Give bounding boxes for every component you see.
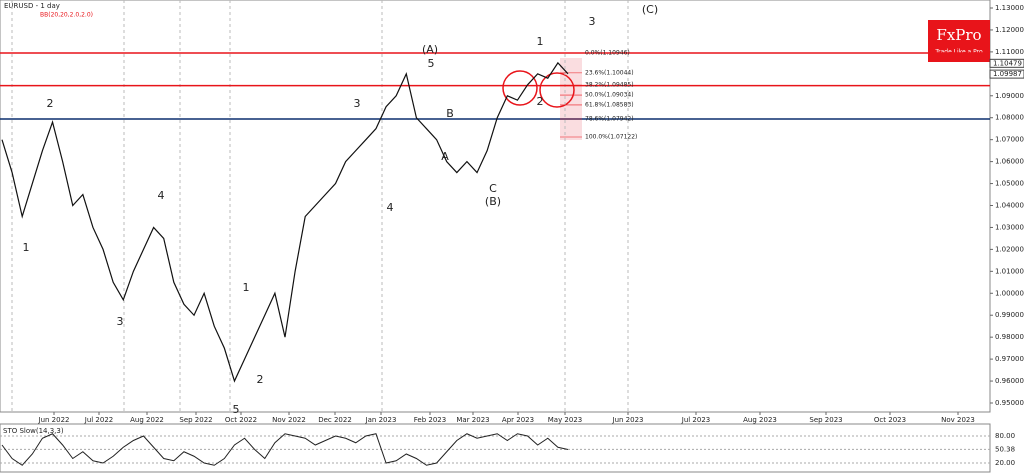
wave-label: B [446, 107, 454, 120]
stochastic-frame [0, 423, 991, 473]
logo-box [928, 20, 990, 62]
x-tick-label: Aug 2022 [130, 416, 164, 424]
chart-title: EURUSD - 1 day [4, 2, 60, 10]
x-tick-label: Jun 2022 [38, 416, 70, 424]
y-tick-label: 0.98000 [995, 333, 1024, 341]
x-tick-label: Jul 2023 [681, 416, 711, 424]
wave-label: 2 [257, 373, 264, 386]
wave-label: 2 [47, 97, 54, 110]
x-tick-label: Jan 2023 [365, 416, 397, 424]
y-tick-label: 1.07000 [995, 136, 1024, 144]
y-tick-label: 0.99000 [995, 311, 1024, 319]
x-tick-label: Oct 2023 [874, 416, 906, 424]
y-tick-label: 0.96000 [995, 377, 1024, 385]
wave-label: 1 [23, 241, 30, 254]
wave-label: 4 [158, 189, 165, 202]
price-tag-label: 1.09987 [993, 70, 1022, 78]
wave-label: 1 [243, 281, 250, 294]
x-tick-label: Feb 2023 [414, 416, 446, 424]
x-tick-label: Apr 2023 [502, 416, 534, 424]
x-tick-label: Aug 2023 [743, 416, 777, 424]
wave-label: (C) [642, 3, 658, 16]
x-tick-label: Dec 2022 [318, 416, 352, 424]
stoch-line [1, 433, 569, 466]
price-tag [989, 58, 1024, 68]
y-tick-label: 1.05000 [995, 180, 1024, 188]
wave-label: 3 [589, 15, 596, 28]
y-tick-label: 1.13000 [995, 4, 1024, 12]
x-tick-label: Mar 2023 [456, 416, 489, 424]
price-tag-label: 1.10479 [993, 59, 1022, 67]
wave-label: A [441, 150, 449, 163]
x-tick-label: Oct 2022 [225, 416, 257, 424]
wave-label: 5 [428, 57, 435, 70]
y-tick-label: 1.02000 [995, 245, 1024, 253]
wave-label: 5 [233, 403, 240, 416]
wave-label: 3 [354, 97, 361, 110]
stoch-tick-label: 50.38 [995, 445, 1015, 453]
fib-label: 100.0%(1.07122) [585, 133, 637, 140]
x-tick-label: Sep 2022 [179, 416, 212, 424]
price-line [1, 61, 569, 383]
y-tick-label: 1.01000 [995, 267, 1024, 275]
fib-label: 0.0%(1.10946) [585, 50, 630, 57]
x-tick-label: Nov 2023 [941, 416, 975, 424]
y-tick-label: 1.09000 [995, 92, 1024, 100]
x-tick-label: Jul 2022 [84, 416, 114, 424]
fib-label: 23.6%(1.10044) [585, 69, 634, 76]
wave-label: 1 [537, 35, 544, 48]
fib-label: 50.0%(1.09034) [585, 92, 634, 99]
y-tick-label: 1.08000 [995, 114, 1024, 122]
stochastic-title: STO Slow(14,3,3) [3, 427, 64, 435]
y-tick-label: 0.97000 [995, 355, 1024, 363]
logo-tagline: Trade Like a Pro [934, 49, 983, 56]
circle-marker [502, 70, 538, 106]
y-tick-label: 1.12000 [995, 26, 1024, 34]
x-tick-label: Sep 2023 [809, 416, 842, 424]
wave-label: C [489, 182, 497, 195]
circle-marker [539, 72, 575, 108]
wave-label: (A) [422, 43, 438, 56]
fib-label: 61.8%(1.08583) [585, 101, 634, 108]
wave-label: 3 [117, 315, 124, 328]
y-tick-label: 1.03000 [995, 223, 1024, 231]
price-tag [989, 69, 1024, 79]
y-tick-label: 0.95000 [995, 399, 1024, 407]
x-tick-label: May 2023 [548, 416, 583, 424]
wave-label: 2 [537, 95, 544, 108]
wave-label: 4 [387, 201, 394, 214]
fib-label: 78.6%(1.07942) [585, 115, 634, 122]
y-tick-label: 1.06000 [995, 158, 1024, 166]
fib-label: 38.2%(1.09485) [585, 82, 634, 89]
y-tick-label: 1.04000 [995, 202, 1024, 210]
stoch-tick-label: 80.00 [995, 432, 1015, 440]
y-tick-label: 1.11000 [995, 48, 1024, 56]
indicator-label: BB(20,20,2.0,2.0) [40, 12, 93, 19]
x-tick-label: Nov 2022 [272, 416, 306, 424]
wave-label: (B) [485, 195, 501, 208]
x-tick-label: Jun 2023 [612, 416, 644, 424]
y-tick-label: 1.00000 [995, 289, 1024, 297]
logo-text: FxPro [936, 26, 981, 44]
stoch-tick-label: 20.00 [995, 459, 1015, 467]
